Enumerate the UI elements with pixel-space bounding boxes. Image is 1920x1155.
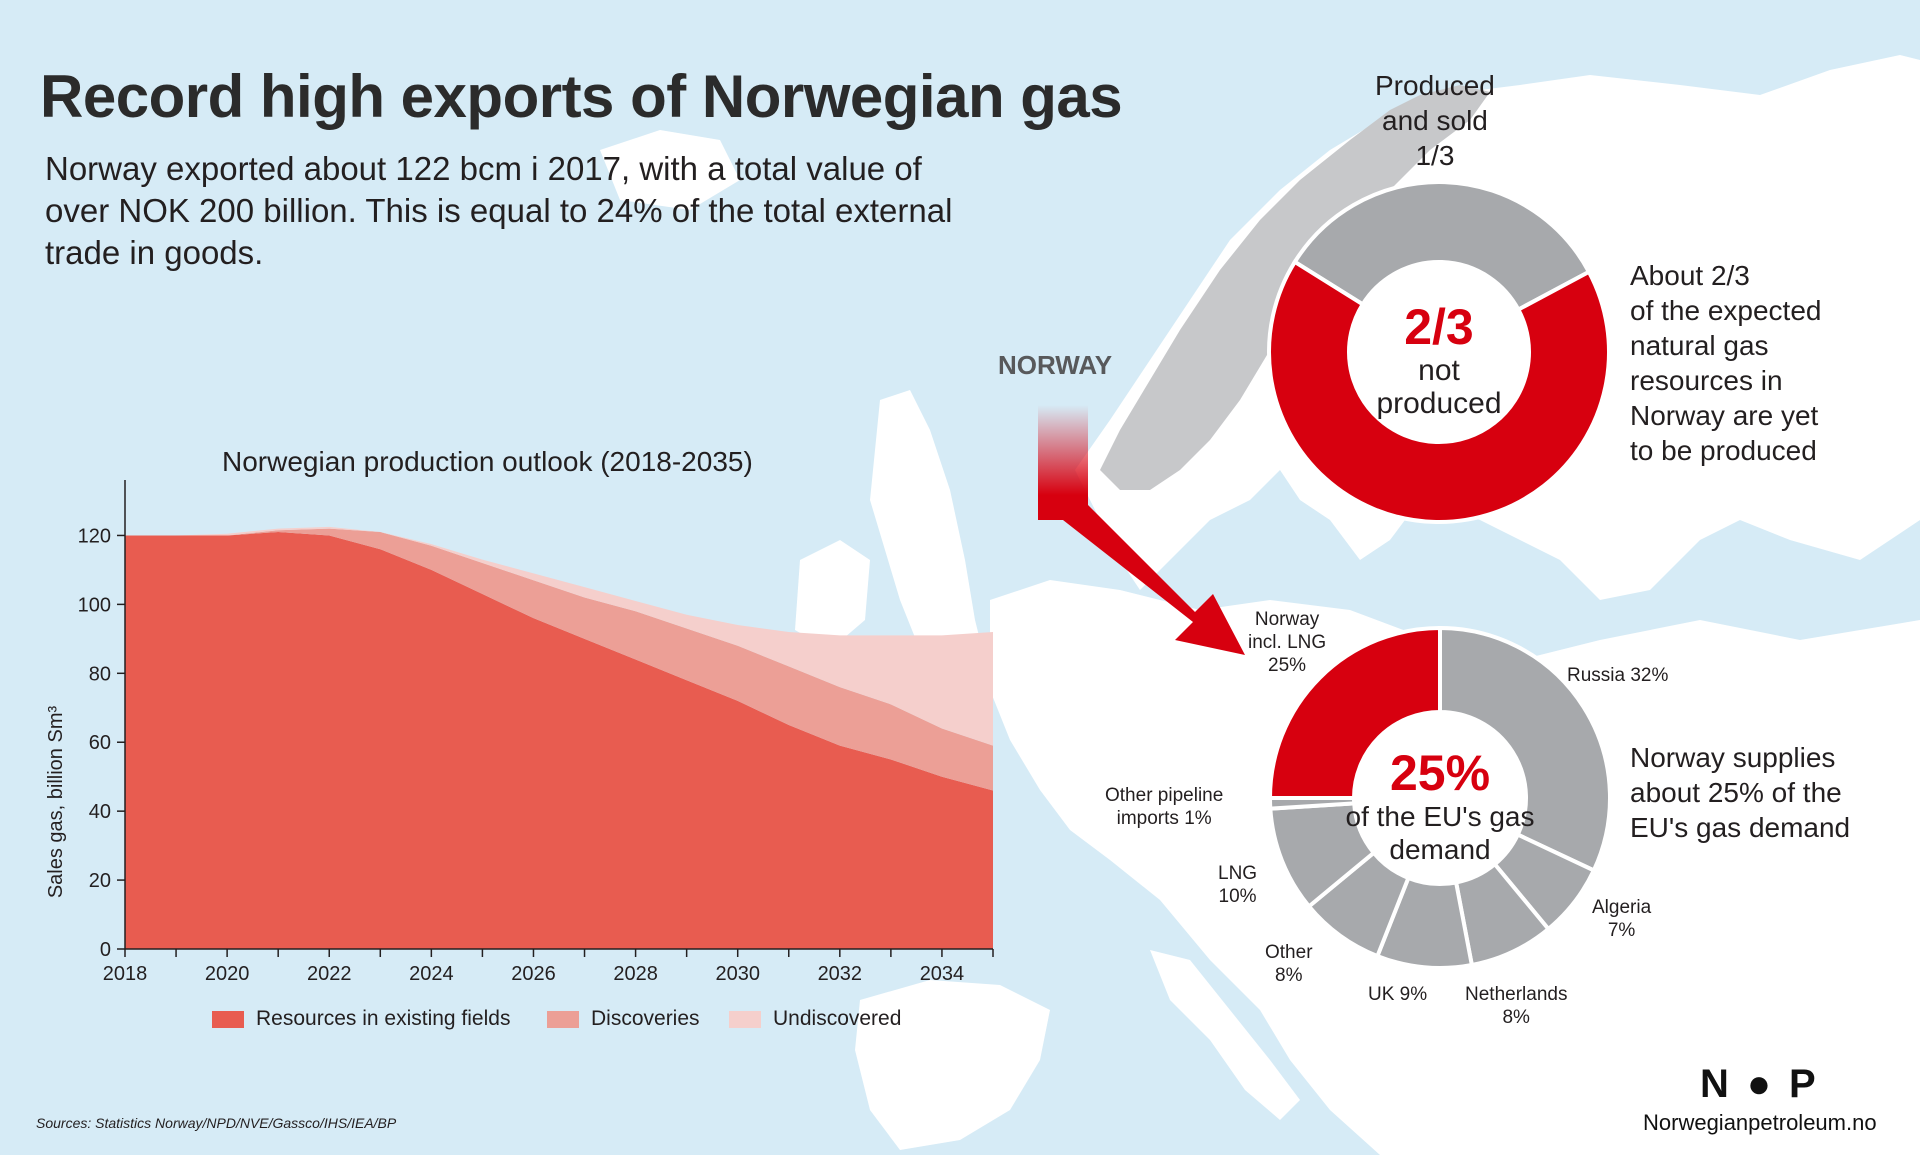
y-tick-label: 0 xyxy=(100,939,111,961)
x-tick-label: 2024 xyxy=(409,963,454,985)
website-link[interactable]: Norwegianpetroleum.no xyxy=(1643,1110,1877,1135)
legend-swatch-existing xyxy=(212,1010,244,1028)
pie-label-russia: Russia 32% xyxy=(1567,665,1669,686)
area-discoveries xyxy=(125,528,993,791)
y-tick-label: 40 xyxy=(89,801,111,823)
produced-sold-label: Produced and sold 1/3 xyxy=(1375,68,1495,173)
nop-logo: N●P xyxy=(1700,1062,1834,1106)
pie-label-other-pipeline: Other pipeline imports 1% xyxy=(1105,785,1224,829)
map-label-norway: NORWAY xyxy=(998,350,1113,380)
donut2-center-text: of the EU's gas xyxy=(1346,801,1535,832)
land-britain xyxy=(870,390,990,700)
x-tick-label: 2032 xyxy=(818,963,863,985)
y-tick-label: 120 xyxy=(78,525,111,547)
legend-item-undiscovered: Undiscovered xyxy=(729,1004,901,1034)
legend-swatch-undiscovered xyxy=(729,1010,761,1028)
land-ireland xyxy=(795,540,870,650)
x-tick-label: 2030 xyxy=(715,963,760,985)
pie-label-norway: Norway incl. LNG 25% xyxy=(1248,609,1327,676)
production-area-chart: 0 20 40 60 80 100 120 2018 2020 2022 2024 2026 2028 2… xyxy=(45,480,994,985)
produced-sold-line-1: Produced xyxy=(1375,70,1495,101)
y-tick-label: 80 xyxy=(89,663,111,685)
legend-label-discoveries: Discoveries xyxy=(591,1007,700,1030)
land-iberia xyxy=(855,980,1050,1150)
resources-side-line-5: Norway are yet xyxy=(1630,400,1819,431)
resources-side-line-6: to be produced xyxy=(1630,435,1817,466)
resources-side-line-4: resources in xyxy=(1630,365,1783,396)
chart-title: Norwegian production outlook (2018-2035) xyxy=(222,446,753,477)
page-title: Record high exports of Norwegian gas xyxy=(40,63,1123,130)
resources-side-line-2: of the expected xyxy=(1630,295,1822,326)
donut1-center-text: not xyxy=(1418,354,1460,387)
pie-label-netherlands: Netherlands 8% xyxy=(1465,984,1568,1028)
sources-note: Sources: Statistics Norway/NPD/NVE/Gassc… xyxy=(36,1115,397,1131)
pie-label-uk: UK 9% xyxy=(1368,984,1428,1005)
land-iceland xyxy=(600,130,740,210)
x-tick-label: 2018 xyxy=(103,963,148,985)
x-tick-label: 2034 xyxy=(920,963,965,985)
donut1-center-text: produced xyxy=(1376,387,1501,420)
y-tick-label: 60 xyxy=(89,732,111,754)
eu-side-line-2: about 25% of the xyxy=(1630,777,1842,808)
donut1-center-value: 2/3 xyxy=(1404,299,1474,355)
x-tick-label: 2028 xyxy=(613,963,658,985)
produced-sold-line-2: and sold xyxy=(1382,105,1488,136)
x-tick-label: 2026 xyxy=(511,963,556,985)
donut2-center-text: demand xyxy=(1389,834,1490,865)
x-tick-label: 2020 xyxy=(205,963,250,985)
eu-side-line-3: EU's gas demand xyxy=(1630,812,1851,843)
legend-label-existing: Resources in existing fields xyxy=(256,1007,511,1030)
area-undiscovered xyxy=(125,526,993,746)
arrow-body xyxy=(1038,495,1245,655)
chart-axes: 0 20 40 60 80 100 120 2018 2020 2022 2024 2026 2028 2… xyxy=(78,480,994,985)
y-axis-label: Sales gas, billion Sm³ xyxy=(45,706,67,899)
legend-swatch-discoveries xyxy=(547,1010,579,1028)
y-tick-label: 100 xyxy=(78,594,111,616)
x-tick-label: 2022 xyxy=(307,963,352,985)
legend-item-discoveries: Discoveries xyxy=(547,1004,700,1034)
eu-side-line-1: Norway supplies xyxy=(1630,742,1836,773)
pie-label-other: Other 8% xyxy=(1265,942,1313,986)
legend-label-undiscovered: Undiscovered xyxy=(773,1007,902,1030)
produced-sold-line-3: 1/3 xyxy=(1415,140,1455,171)
area-resources-in-existing-fields xyxy=(125,532,993,949)
area-layers xyxy=(125,526,993,949)
resources-side-line-3: natural gas xyxy=(1630,330,1769,361)
donut1-slice-1 xyxy=(1267,259,1611,524)
y-tick-label: 20 xyxy=(89,870,111,892)
resources-side-text: About 2/3 of the expected natural gas re… xyxy=(1630,258,1821,468)
donut2-center-value: 25% xyxy=(1390,745,1490,801)
resources-side-line-1: About 2/3 xyxy=(1630,260,1750,291)
donut2-hole xyxy=(1354,712,1526,884)
arrow-fade-stem xyxy=(1038,405,1088,495)
legend-item-existing: Resources in existing fields xyxy=(212,1004,510,1034)
donut1-hole xyxy=(1349,262,1529,442)
subtitle: Norway exported about 122 bcm i 2017, wi… xyxy=(45,150,953,271)
land-italy xyxy=(1150,950,1300,1120)
pie-label-lng: LNG 10% xyxy=(1218,863,1258,907)
eu-side-text: Norway supplies about 25% of the EU's ga… xyxy=(1630,740,1850,845)
pie-label-algeria: Algeria 7% xyxy=(1592,897,1652,941)
